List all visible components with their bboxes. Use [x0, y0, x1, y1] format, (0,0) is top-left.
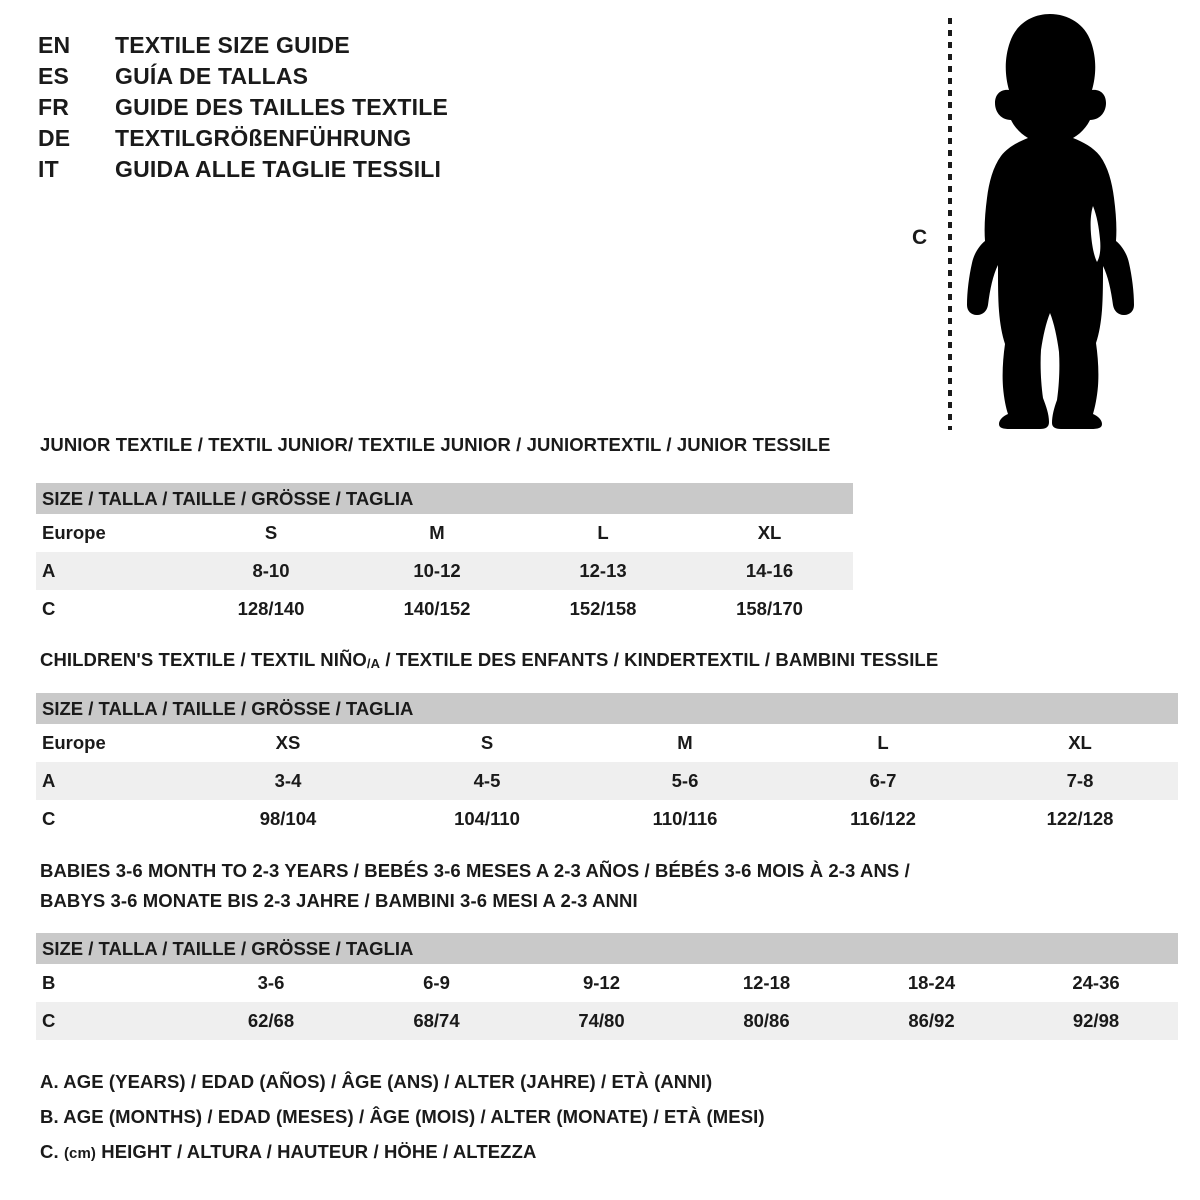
language-title: GUIDE DES TAILLES TEXTILE: [115, 94, 448, 120]
table-row: C 98/104 104/110 110/116 116/122 122/128: [36, 800, 1179, 838]
table-cell: 92/98: [1014, 1002, 1179, 1040]
table-cell: 6-9: [354, 964, 519, 1002]
table-cell: 98/104: [188, 800, 388, 838]
babies-table-header-bar: SIZE / TALLA / TAILLE / GRÖSSE / TAGLIA: [36, 933, 1179, 964]
language-code: FR: [38, 94, 70, 120]
language-code: ES: [38, 63, 70, 89]
language-title: TEXTILGRÖßENFÜHRUNG: [115, 125, 412, 151]
table-cell: 8-10: [188, 552, 354, 590]
table-cell: 152/158: [520, 590, 686, 628]
table-cell: XS: [188, 724, 388, 762]
legend-c-prefix: C.: [40, 1141, 64, 1162]
language-row: DE TEXTILGRÖßENFÜHRUNG: [38, 125, 598, 156]
table-cell: 7-8: [982, 762, 1179, 800]
table-cell: 6-7: [784, 762, 982, 800]
babies-size-table: SIZE / TALLA / TAILLE / GRÖSSE / TAGLIA …: [36, 933, 1179, 1040]
babies-section-title-line1: BABIES 3-6 MONTH TO 2-3 YEARS / BEBÉS 3-…: [40, 860, 910, 881]
children-size-table: SIZE / TALLA / TAILLE / GRÖSSE / TAGLIA …: [36, 693, 1179, 838]
table-row: A 8-10 10-12 12-13 14-16: [36, 552, 854, 590]
babies-section-title-line2: BABYS 3-6 MONATE BIS 2-3 JAHRE / BAMBINI…: [40, 890, 638, 911]
table-cell: 104/110: [388, 800, 586, 838]
language-title: TEXTILE SIZE GUIDE: [115, 32, 350, 58]
table-row: A 3-4 4-5 5-6 6-7 7-8: [36, 762, 1179, 800]
table-cell: 24-36: [1014, 964, 1179, 1002]
table-cell: 5-6: [586, 762, 784, 800]
table-cell: 140/152: [354, 590, 520, 628]
legend-line-c: C. (cm) HEIGHT / ALTURA / HAUTEUR / HÖHE…: [40, 1134, 860, 1171]
dotted-measure-line: [948, 18, 952, 430]
language-row: IT GUIDA ALLE TAGLIE TESSILI: [38, 156, 598, 187]
table-cell: 14-16: [686, 552, 854, 590]
height-measurement-figure: C: [900, 8, 1170, 433]
table-cell: 68/74: [354, 1002, 519, 1040]
table-cell: 74/80: [519, 1002, 684, 1040]
language-code: IT: [38, 156, 59, 182]
measurement-legend: A. AGE (YEARS) / EDAD (AÑOS) / ÂGE (ANS)…: [40, 1064, 860, 1171]
language-row: FR GUIDE DES TAILLES TEXTILE: [38, 94, 598, 125]
children-bar-label: SIZE / TALLA / TAILLE / GRÖSSE / TAGLIA: [36, 693, 1179, 724]
language-code: DE: [38, 125, 71, 151]
language-title-list: EN TEXTILE SIZE GUIDE ES GUÍA DE TALLAS …: [38, 32, 598, 187]
table-cell: 80/86: [684, 1002, 849, 1040]
row-label: Europe: [36, 514, 188, 552]
table-cell: 10-12: [354, 552, 520, 590]
legend-line-b: B. AGE (MONTHS) / EDAD (MESES) / ÂGE (MO…: [40, 1106, 765, 1127]
table-cell: S: [388, 724, 586, 762]
table-row: Europe XS S M L XL: [36, 724, 1179, 762]
table-cell: 122/128: [982, 800, 1179, 838]
table-cell: L: [520, 514, 686, 552]
table-cell: 110/116: [586, 800, 784, 838]
table-cell: 12-18: [684, 964, 849, 1002]
row-label: C: [36, 590, 188, 628]
language-row: ES GUÍA DE TALLAS: [38, 63, 598, 94]
row-label: Europe: [36, 724, 188, 762]
table-row: C 128/140 140/152 152/158 158/170: [36, 590, 854, 628]
babies-bar-label: SIZE / TALLA / TAILLE / GRÖSSE / TAGLIA: [36, 933, 1179, 964]
table-cell: 3-6: [188, 964, 354, 1002]
children-title-part2: / TEXTILE DES ENFANTS / KINDERTEXTIL / B…: [380, 649, 939, 670]
legend-line-a: A. AGE (YEARS) / EDAD (AÑOS) / ÂGE (ANS)…: [40, 1071, 713, 1092]
table-cell: 86/92: [849, 1002, 1014, 1040]
table-cell: XL: [686, 514, 854, 552]
table-cell: M: [586, 724, 784, 762]
language-title: GUIDA ALLE TAGLIE TESSILI: [115, 156, 442, 182]
legend-c-unit: (cm): [63, 1145, 97, 1162]
table-cell: XL: [982, 724, 1179, 762]
row-label: C: [36, 1002, 188, 1040]
legend-c-rest: HEIGHT / ALTURA / HAUTEUR / HÖHE / ALTEZ…: [96, 1141, 537, 1162]
measurement-label-c: C: [912, 226, 928, 249]
table-cell: 158/170: [686, 590, 854, 628]
language-code: EN: [38, 32, 71, 58]
row-label: A: [36, 762, 188, 800]
table-cell: 116/122: [784, 800, 982, 838]
children-table-header-bar: SIZE / TALLA / TAILLE / GRÖSSE / TAGLIA: [36, 693, 1179, 724]
junior-bar-label: SIZE / TALLA / TAILLE / GRÖSSE / TAGLIA: [36, 483, 854, 514]
table-cell: 12-13: [520, 552, 686, 590]
table-cell: 4-5: [388, 762, 586, 800]
table-cell: L: [784, 724, 982, 762]
table-cell: S: [188, 514, 354, 552]
row-label: A: [36, 552, 188, 590]
table-cell: 62/68: [188, 1002, 354, 1040]
language-row: EN TEXTILE SIZE GUIDE: [38, 32, 598, 63]
table-cell: 18-24: [849, 964, 1014, 1002]
table-cell: 128/140: [188, 590, 354, 628]
row-label: C: [36, 800, 188, 838]
table-cell: 9-12: [519, 964, 684, 1002]
junior-section-title: JUNIOR TEXTILE / TEXTIL JUNIOR/ TEXTILE …: [40, 434, 831, 455]
junior-table-header-bar: SIZE / TALLA / TAILLE / GRÖSSE / TAGLIA: [36, 483, 854, 514]
table-row: Europe S M L XL: [36, 514, 854, 552]
table-row: C 62/68 68/74 74/80 80/86 86/92 92/98: [36, 1002, 1179, 1040]
table-cell: 3-4: [188, 762, 388, 800]
language-title: GUÍA DE TALLAS: [115, 63, 309, 89]
children-section-title: CHILDREN'S TEXTILE / TEXTIL NIÑO/A / TEX…: [40, 645, 938, 679]
table-row: B 3-6 6-9 9-12 12-18 18-24 24-36: [36, 964, 1179, 1002]
junior-size-table: SIZE / TALLA / TAILLE / GRÖSSE / TAGLIA …: [36, 483, 854, 628]
row-label: B: [36, 964, 188, 1002]
child-silhouette-icon: [967, 14, 1134, 429]
children-title-part1: CHILDREN'S TEXTILE / TEXTIL NIÑO: [40, 649, 367, 670]
table-cell: M: [354, 514, 520, 552]
children-title-subscript: /A: [366, 656, 381, 671]
